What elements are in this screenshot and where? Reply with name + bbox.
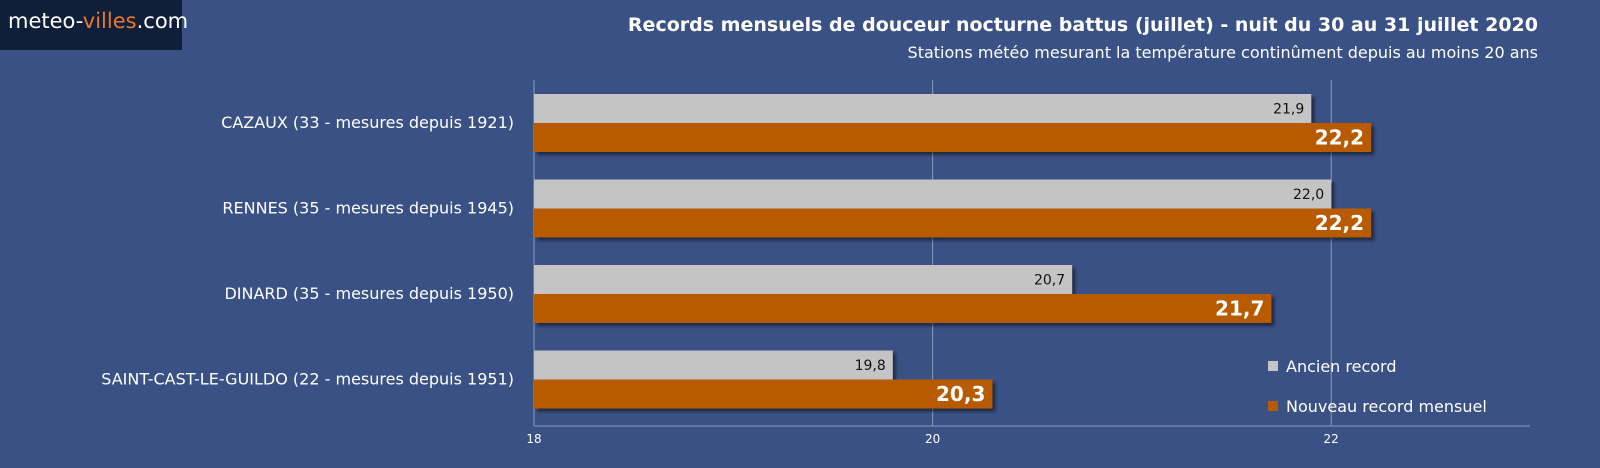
logo-part: .com bbox=[136, 9, 189, 33]
x-tick-label: 22 bbox=[1324, 432, 1339, 446]
x-tick-label: 20 bbox=[925, 432, 940, 446]
logo-part: meteo- bbox=[8, 9, 83, 33]
legend-label: Ancien record bbox=[1286, 356, 1397, 376]
bar-new-record bbox=[534, 294, 1272, 323]
data-label-new-record: 21,7 bbox=[1215, 297, 1264, 321]
category-label: CAZAUX (33 - mesures depuis 1921) bbox=[221, 113, 514, 132]
category-label: RENNES (35 - mesures depuis 1945) bbox=[222, 199, 514, 218]
logo-accent: villes bbox=[82, 9, 137, 33]
legend-label: Nouveau record mensuel bbox=[1286, 396, 1487, 416]
data-label-old-record: 21,9 bbox=[1273, 102, 1304, 118]
bar-new-record bbox=[534, 123, 1372, 152]
legend-swatch-new-record bbox=[1268, 401, 1278, 411]
data-label-old-record: 19,8 bbox=[855, 358, 886, 374]
data-label-old-record: 22,0 bbox=[1293, 187, 1324, 203]
bar-old-record bbox=[534, 94, 1312, 123]
site-logo-text: meteo-villes.com bbox=[8, 9, 188, 33]
legend: Ancien record Nouveau record mensuel bbox=[1268, 346, 1487, 426]
site-logo: meteo-villes.com bbox=[0, 0, 188, 50]
legend-item-new-record: Nouveau record mensuel bbox=[1268, 386, 1487, 426]
chart-title: Records mensuels de douceur nocturne bat… bbox=[627, 14, 1538, 36]
bar-old-record bbox=[534, 350, 893, 380]
category-label: SAINT-CAST-LE-GUILDO (22 - mesures depui… bbox=[101, 370, 514, 389]
bar-old-record bbox=[534, 179, 1332, 209]
bar-new-record bbox=[534, 379, 993, 409]
chart-subtitle: Stations météo mesurant la température c… bbox=[907, 43, 1538, 62]
data-label-new-record: 22,2 bbox=[1315, 211, 1364, 235]
x-tick-label: 18 bbox=[526, 432, 541, 446]
data-label-old-record: 20,7 bbox=[1034, 273, 1065, 289]
legend-item-old-record: Ancien record bbox=[1268, 346, 1487, 386]
data-label-new-record: 20,3 bbox=[936, 382, 985, 406]
category-label: DINARD (35 - mesures depuis 1950) bbox=[224, 284, 514, 303]
bar-new-record bbox=[534, 208, 1372, 238]
data-label-new-record: 22,2 bbox=[1315, 126, 1364, 150]
legend-swatch-old-record bbox=[1268, 361, 1278, 371]
bar-old-record bbox=[534, 265, 1073, 294]
